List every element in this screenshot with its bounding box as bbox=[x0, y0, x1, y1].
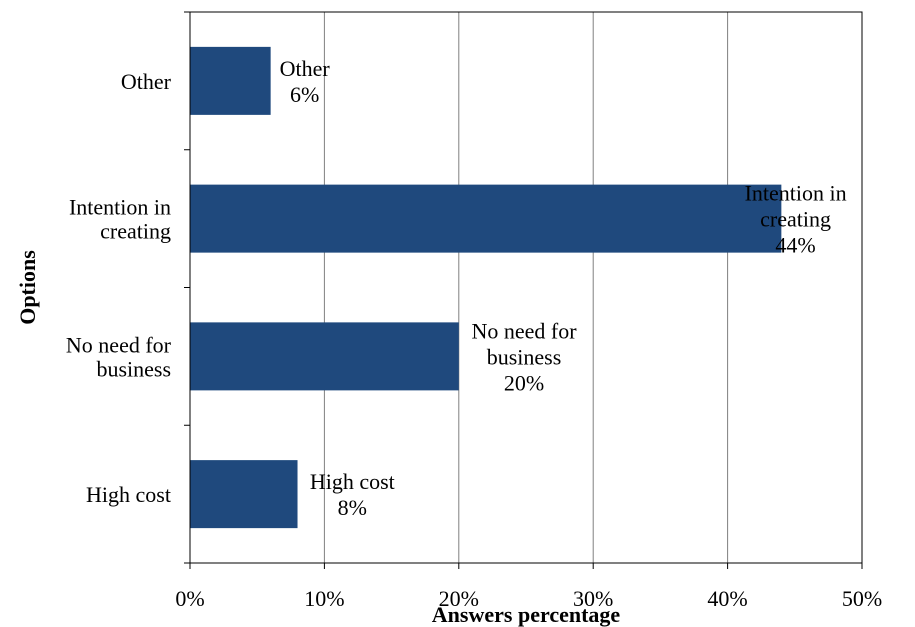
x-axis-title: Answers percentage bbox=[432, 602, 621, 627]
y-tick-label: Intention in bbox=[69, 195, 171, 220]
bar bbox=[190, 322, 459, 391]
x-tick-label: 30% bbox=[573, 586, 613, 611]
data-label: High cost bbox=[310, 469, 395, 494]
data-label: creating bbox=[760, 207, 831, 232]
bar bbox=[190, 46, 271, 115]
x-tick-label: 50% bbox=[842, 586, 882, 611]
y-tick-label: High cost bbox=[86, 482, 171, 507]
x-tick-label: 20% bbox=[439, 586, 479, 611]
y-tick-label: business bbox=[96, 356, 171, 381]
x-tick-label: 10% bbox=[304, 586, 344, 611]
data-label: 20% bbox=[504, 370, 544, 395]
y-axis-title: Options bbox=[15, 250, 40, 325]
x-tick-label: 0% bbox=[175, 586, 204, 611]
y-tick-label: Other bbox=[121, 69, 172, 94]
data-label: No need for bbox=[471, 318, 577, 343]
bar bbox=[190, 184, 782, 253]
data-label: Other bbox=[280, 56, 331, 81]
bar bbox=[190, 460, 298, 529]
x-tick-label: 40% bbox=[707, 586, 747, 611]
gridlines bbox=[323, 12, 729, 563]
data-label: Intention in bbox=[745, 181, 847, 206]
bars bbox=[190, 46, 782, 529]
data-label: 44% bbox=[775, 233, 815, 258]
y-tick-label: creating bbox=[100, 219, 171, 244]
data-label: 6% bbox=[290, 82, 319, 107]
y-tick-label: No need for bbox=[66, 332, 172, 357]
data-label: business bbox=[487, 344, 562, 369]
data-label: 8% bbox=[338, 495, 367, 520]
